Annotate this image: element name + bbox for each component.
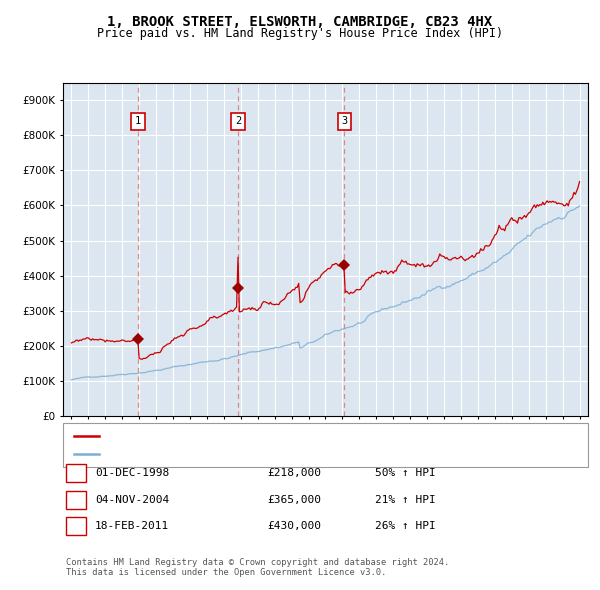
Text: 21% ↑ HPI: 21% ↑ HPI — [375, 495, 436, 504]
Text: 3: 3 — [341, 116, 347, 126]
Text: £365,000: £365,000 — [267, 495, 321, 504]
Text: 18-FEB-2011: 18-FEB-2011 — [95, 522, 169, 531]
Text: 26% ↑ HPI: 26% ↑ HPI — [375, 522, 436, 531]
Text: 01-DEC-1998: 01-DEC-1998 — [95, 468, 169, 478]
Text: 04-NOV-2004: 04-NOV-2004 — [95, 495, 169, 504]
Text: 1: 1 — [135, 116, 141, 126]
Text: Price paid vs. HM Land Registry's House Price Index (HPI): Price paid vs. HM Land Registry's House … — [97, 27, 503, 40]
Text: £430,000: £430,000 — [267, 522, 321, 531]
Text: 1: 1 — [73, 468, 79, 478]
Text: 2: 2 — [73, 495, 79, 504]
Text: 3: 3 — [73, 522, 79, 531]
Text: £218,000: £218,000 — [267, 468, 321, 478]
Text: HPI: Average price, detached house, South Cambridgeshire: HPI: Average price, detached house, Sout… — [105, 449, 441, 458]
Text: 1, BROOK STREET, ELSWORTH, CAMBRIDGE, CB23 4HX: 1, BROOK STREET, ELSWORTH, CAMBRIDGE, CB… — [107, 15, 493, 29]
Text: 1, BROOK STREET, ELSWORTH, CAMBRIDGE, CB23 4HX (detached house): 1, BROOK STREET, ELSWORTH, CAMBRIDGE, CB… — [105, 431, 483, 441]
Text: Contains HM Land Registry data © Crown copyright and database right 2024.
This d: Contains HM Land Registry data © Crown c… — [66, 558, 449, 577]
Text: 50% ↑ HPI: 50% ↑ HPI — [375, 468, 436, 478]
Text: 2: 2 — [235, 116, 241, 126]
